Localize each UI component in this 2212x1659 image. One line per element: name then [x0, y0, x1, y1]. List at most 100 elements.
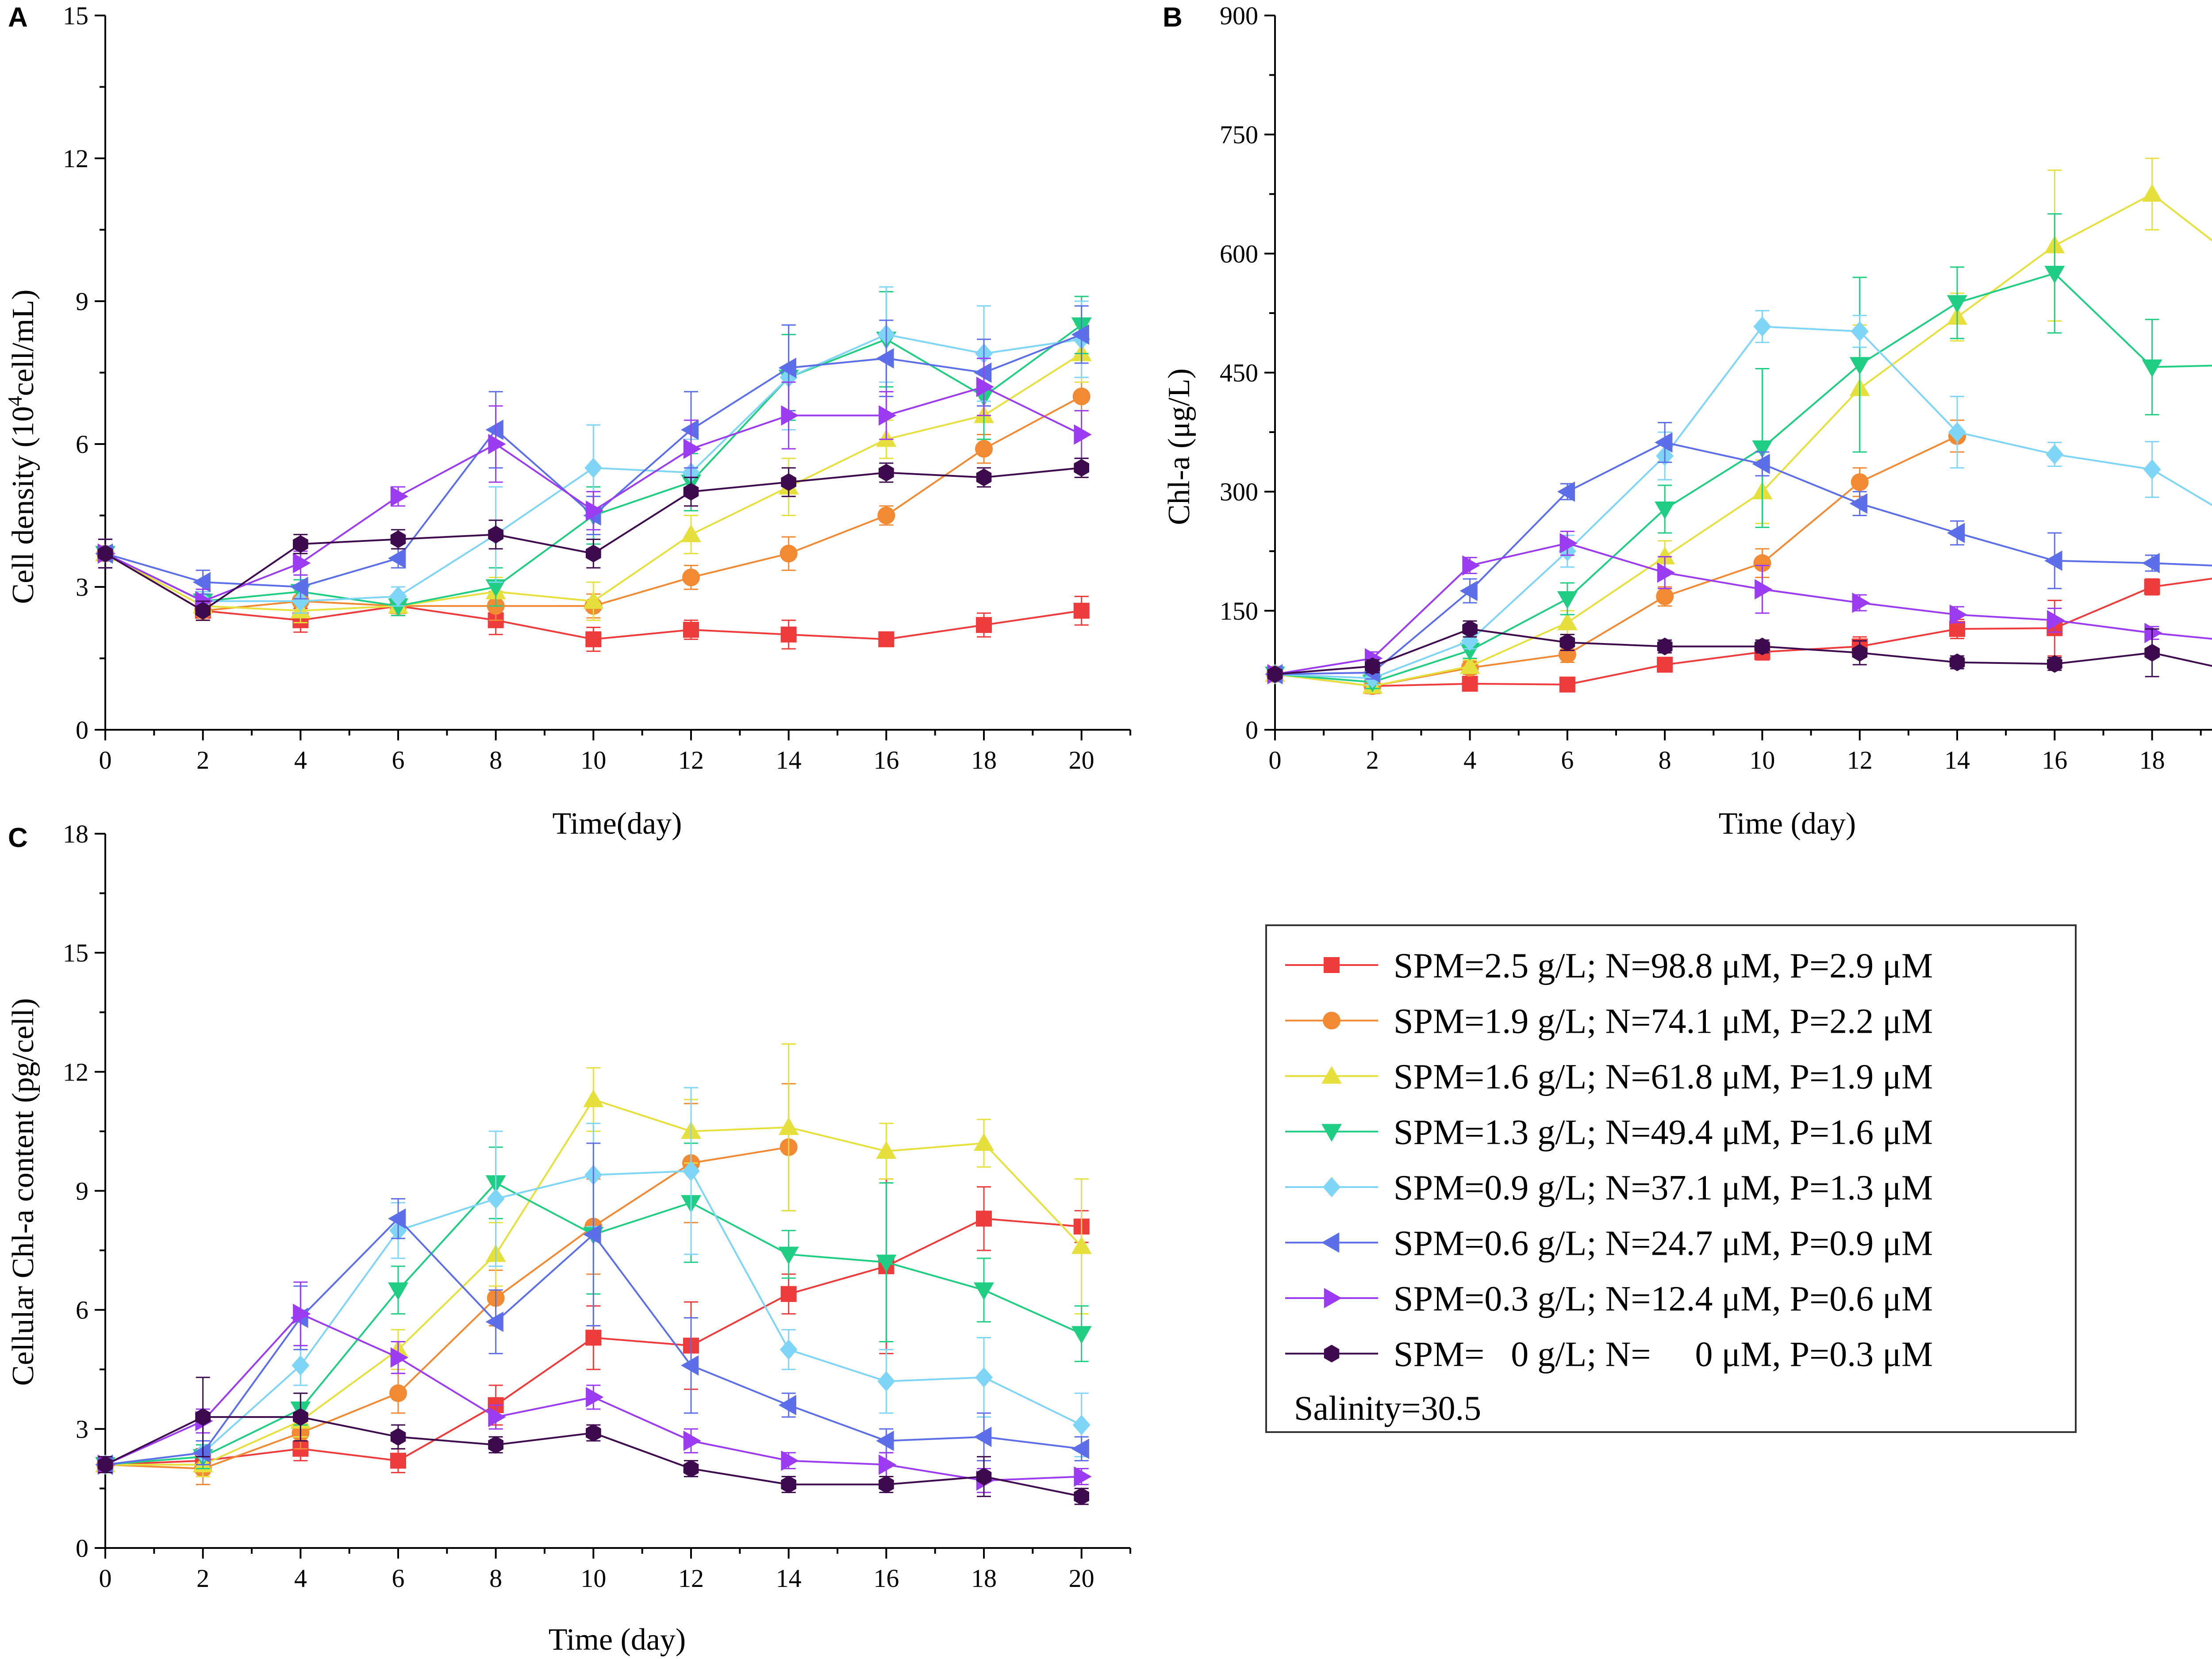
panel-c-data-point-s16	[1071, 1236, 1092, 1254]
panel-b-data-point-s16	[1557, 612, 1578, 630]
panel-b-data-point-s09	[1753, 316, 1771, 337]
panel-a-y-tick-label: 0	[76, 716, 88, 744]
panel-c-data-point-s00	[586, 1424, 601, 1442]
panel-a: A 0 2 4 6 8 10 12 14 16 18 20 0 3 6 9 12 15 Time(day) Ce…	[4, 1, 1131, 841]
panel-a-x-tick-label: 8	[489, 746, 502, 774]
panel-b-y-axis-label: Chl-a (μg/L)	[1162, 368, 1196, 525]
panel-b-x-tick-label: 0	[1269, 746, 1282, 774]
panel-c-data-point-s03	[683, 1430, 701, 1451]
panel-a-data-point-s03	[781, 405, 799, 426]
panel-b-data-point-s09	[1948, 422, 1966, 443]
legend-entry-s13: SPM=1.3 g/L; N=49.4 μM, P=1.6 μM	[1285, 1113, 1933, 1152]
panel-c-data-point-s13	[1071, 1326, 1092, 1344]
panel-c-y-tick-label: 3	[76, 1415, 88, 1444]
panel-b-data-point-s00	[1365, 657, 1380, 675]
panel-b-x-tick-label: 12	[1847, 746, 1873, 774]
panel-a-data-point-s00	[586, 544, 601, 563]
panel-a-data-point-s13	[388, 598, 408, 617]
legend-marker-s06	[1321, 1232, 1340, 1253]
panel-c-data-point-s06	[778, 1395, 796, 1415]
panel-a-data-point-s00	[781, 473, 796, 491]
panel-c-data-point-s09	[975, 1367, 993, 1388]
panel-b-data-point-s06	[2142, 553, 2160, 574]
panel-b-data-point-s25	[1949, 621, 1965, 637]
panel-letter-a: A	[8, 2, 28, 33]
legend-marker-s16	[1321, 1066, 1342, 1084]
panel-c-data-point-s09	[682, 1161, 700, 1181]
panel-b-data-point-s06	[2044, 550, 2062, 571]
panel-b-y-tick-label: 900	[1220, 1, 1258, 30]
legend-entry-s00: SPM= 0 g/L; N= 0 μM, P=0.3 μM	[1285, 1335, 1933, 1374]
legend-marker-s25	[1324, 957, 1340, 973]
panel-b-data-point-s03	[1559, 533, 1578, 554]
panel-a-plot: 0 2 4 6 8 10 12 14 16 18 20 0 3 6 9 12 15	[63, 1, 1131, 774]
legend-entries: SPM=2.5 g/L; N=98.8 μM, P=2.9 μM SPM=1.9 …	[1285, 946, 1933, 1374]
panel-c-data-point-s00	[390, 1428, 406, 1446]
legend-entry-s03: SPM=0.3 g/L; N=12.4 μM, P=0.6 μM	[1285, 1280, 1933, 1318]
panel-a-x-tick-label: 16	[873, 746, 899, 774]
panel-a-data-point-s19	[780, 544, 798, 563]
legend-entry-s25: SPM=2.5 g/L; N=98.8 μM, P=2.9 μM	[1285, 946, 1933, 985]
panel-a-y-tick-label: 9	[76, 287, 88, 316]
panel-c-y-tick-label: 12	[63, 1057, 88, 1086]
panel-a-data-point-s03	[1074, 424, 1092, 445]
panel-c-x-tick-label: 12	[678, 1564, 704, 1593]
panel-c-data-point-s25	[976, 1211, 992, 1227]
panel-c-data-point-s06	[1071, 1438, 1089, 1459]
panel-a-x-tick-label: 18	[971, 746, 997, 774]
panel-a-data-point-s09	[584, 457, 603, 478]
panel-c-data-point-s06	[974, 1426, 992, 1447]
panel-c-data-point-s06	[583, 1224, 601, 1245]
panel-c-x-axis-label: Time (day)	[549, 1623, 686, 1657]
panel-a-series-s00	[97, 457, 1089, 621]
legend-marker-s03	[1324, 1288, 1342, 1308]
panel-b-data-point-s16	[2142, 184, 2162, 202]
panel-b-data-point-s09	[2046, 444, 2064, 465]
panel-b-data-point-s03	[1949, 604, 1967, 625]
panel-a-data-point-s00	[1074, 459, 1089, 477]
panel-c-data-point-s25	[780, 1286, 797, 1302]
panel-b-x-tick-label: 2	[1366, 746, 1379, 774]
panel-b-data-point-s00	[1657, 637, 1673, 655]
panel-c-y-tick-label: 15	[63, 939, 88, 967]
panel-c-x-tick-label: 16	[873, 1564, 899, 1593]
panel-b-x-tick-label: 16	[2042, 746, 2067, 774]
panel-c-data-point-s03	[781, 1450, 799, 1471]
panel-b-data-point-s06	[1655, 432, 1673, 453]
panel-c-data-point-s16	[974, 1133, 994, 1151]
panel-c-x-tick-label: 2	[196, 1564, 209, 1593]
legend-label-s03: SPM=0.3 g/L; N=12.4 μM, P=0.6 μM	[1394, 1280, 1933, 1318]
panel-a-x-tick-label: 2	[196, 746, 209, 774]
legend-label-s13: SPM=1.3 g/L; N=49.4 μM, P=1.6 μM	[1394, 1113, 1933, 1152]
panel-a-data-point-s00	[390, 530, 406, 548]
panel-a-data-point-s06	[974, 362, 992, 383]
panel-c-data-point-s13	[876, 1254, 897, 1272]
panel-c-data-point-s09	[487, 1188, 505, 1209]
panel-b-data-point-s06	[1752, 453, 1770, 474]
panel-b-data-point-s13	[1557, 591, 1578, 609]
panel-c-x-tick-label: 6	[392, 1564, 405, 1593]
panel-a-x-tick-label: 14	[776, 746, 802, 774]
panel-b-data-point-s25	[1462, 675, 1478, 692]
panel-b-x-tick-label: 6	[1561, 746, 1574, 774]
panel-c-x-tick-label: 14	[776, 1564, 802, 1593]
panel-b-data-point-s09	[1461, 631, 1479, 651]
panel-c-y-axis-label: Cellular Chl-a content (pg/cell)	[6, 998, 40, 1386]
panel-c-data-point-s00	[1074, 1487, 1089, 1506]
panel-a-data-point-s06	[192, 572, 211, 593]
panel-c-data-point-s00	[195, 1408, 211, 1426]
panel-b-data-point-s03	[2047, 610, 2065, 631]
panel-a-x-tick-label: 20	[1069, 746, 1094, 774]
panel-b-data-point-s00	[1559, 633, 1575, 651]
panel-c-data-point-s00	[488, 1436, 503, 1454]
panel-b-data-point-s13	[1752, 440, 1773, 458]
panel-a-data-point-s19	[975, 440, 993, 458]
panel-c-data-point-s03	[488, 1406, 506, 1427]
panel-a-data-point-s16	[681, 524, 701, 542]
panel-c-data-point-s16	[583, 1089, 604, 1107]
legend-entry-s09: SPM=0.9 g/L; N=37.1 μM, P=1.3 μM	[1285, 1169, 1933, 1207]
legend-marker-s00	[1324, 1345, 1340, 1363]
panel-a-data-point-s19	[1072, 387, 1091, 406]
panel-b-y-tick-label: 600	[1220, 239, 1258, 268]
